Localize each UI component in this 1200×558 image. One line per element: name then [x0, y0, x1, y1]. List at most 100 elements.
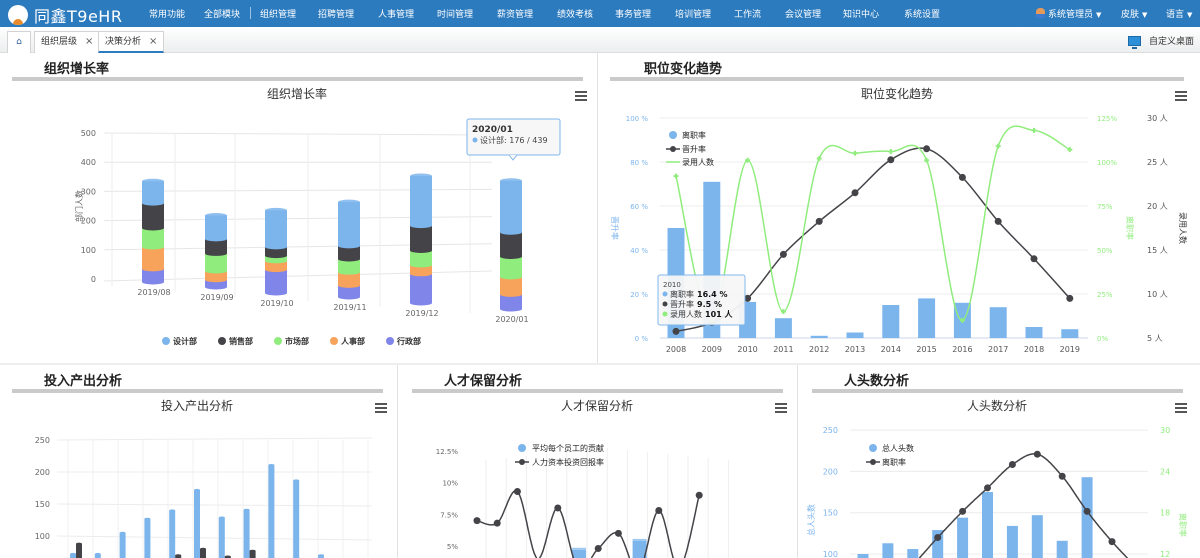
chart-menu-icon[interactable] [1175, 403, 1187, 413]
bar-segment-行政部 [410, 273, 432, 303]
point-hires [852, 150, 858, 156]
right-axis-tick: 5 人 [1147, 334, 1163, 343]
bar-segment-行政部-bottom [338, 294, 360, 300]
panel-title-underline [610, 77, 1184, 81]
nav-item[interactable]: 培训管理 [675, 10, 712, 20]
bar-top [268, 463, 275, 466]
nav-item[interactable]: 全部模块 [204, 10, 241, 20]
nav-item[interactable]: 系统设置 [904, 10, 941, 20]
point-promotion-rate [1066, 294, 1074, 302]
chart-menu-icon[interactable] [1175, 91, 1187, 101]
logo[interactable]: 同鑫T9eHR [8, 3, 122, 27]
legend-marker [869, 444, 877, 452]
chart-title: 职位变化趋势 [861, 86, 933, 101]
bar-headcount [1031, 515, 1043, 558]
nav-item[interactable]: 会议管理 [785, 10, 822, 20]
close-icon[interactable]: × [149, 36, 158, 47]
tooltip-marker [662, 311, 668, 317]
chart-menu-icon[interactable] [575, 91, 587, 101]
legend-marker [518, 444, 526, 452]
tooltip-title: 2010 [663, 281, 681, 289]
legend-item: 行政部 [396, 336, 421, 346]
right-axis-title: 录用人数 [1178, 212, 1188, 244]
home-tab[interactable]: ⌂ [7, 31, 31, 53]
chart-menu-icon[interactable] [775, 403, 787, 413]
nav-item[interactable]: 工作流 [734, 10, 762, 20]
tab-decision-analysis[interactable]: 决策分析 × [98, 31, 165, 53]
bar-top [200, 547, 206, 550]
tooltip-value: 9.5 % [697, 300, 722, 309]
point-hires [780, 309, 786, 315]
gridline [56, 437, 373, 441]
legend-marker [386, 337, 394, 345]
divider [597, 53, 598, 363]
line-hc-roi [476, 490, 700, 558]
legend-item: 晋升率 [682, 144, 706, 154]
point-hc-roi [695, 491, 703, 499]
middle-axis-tick: 100% [1097, 159, 1117, 167]
left-axis-tick: 150 [823, 509, 838, 518]
language-menu[interactable]: 语言 ▼ [1166, 10, 1193, 20]
x-tick-label: 2015 [916, 345, 936, 354]
bar-segment-设计部-bottom [142, 200, 164, 206]
bar-segment-市场部 [500, 256, 522, 277]
point-hires [816, 155, 822, 161]
nav-item[interactable]: 招聘管理 [318, 10, 355, 20]
x-tick-label: 2017 [988, 345, 1008, 354]
close-icon[interactable]: × [85, 36, 94, 47]
nav-item[interactable]: 人事管理 [378, 10, 415, 20]
bar-contribution [572, 549, 586, 558]
nav-item[interactable]: 事务管理 [615, 10, 652, 20]
bar-top [265, 207, 287, 213]
legend-marker [519, 459, 525, 465]
right-axis-tick: 12 [1160, 550, 1170, 558]
bar-segment-销售部-bottom [338, 256, 360, 262]
bar-segment-人事部 [205, 270, 227, 280]
bar-top [318, 554, 324, 557]
bar-segment-人事部-bottom [500, 291, 522, 297]
bar-top [70, 552, 76, 555]
bar-segment-行政部-bottom [410, 300, 432, 306]
legend-marker [669, 131, 677, 139]
bar-segment-人事部 [338, 272, 360, 286]
right-axis-tick: 24 [1160, 467, 1170, 476]
chart-menu-icon[interactable] [375, 403, 387, 413]
bar-turnover-rate [846, 332, 864, 338]
left-axis-tick: 100 % [626, 115, 649, 123]
user-menu[interactable]: 系统管理员 ▼ [1036, 7, 1101, 20]
bar-top [94, 552, 101, 555]
nav-item[interactable]: 常用功能 [149, 10, 186, 20]
bar [194, 489, 200, 558]
nav-item[interactable]: 绩效考核 [557, 10, 594, 20]
legend-marker [870, 459, 876, 465]
bar-segment-人事部-bottom [338, 282, 360, 288]
bar-segment-销售部 [410, 225, 432, 251]
point-hc-roi [594, 545, 602, 553]
nav-item[interactable]: 组织管理 [260, 10, 297, 20]
tooltip-label: 录用人数 [670, 309, 702, 319]
skin-menu[interactable]: 皮肤 ▼ [1121, 10, 1148, 20]
custom-desktop-button[interactable]: 自定义桌面 [1127, 34, 1194, 49]
user-icon [1036, 8, 1045, 18]
nav-item[interactable]: 时间管理 [437, 10, 474, 20]
bar [200, 548, 206, 558]
tab-bar: ⌂ 组织层级 × 决策分析 × [0, 27, 1200, 53]
y-tick-label: 200 [81, 217, 96, 226]
point-hires [959, 317, 965, 323]
point-hc-roi [614, 529, 622, 537]
nav-item[interactable]: 薪资管理 [497, 10, 534, 20]
bar-turnover-rate [1025, 327, 1043, 338]
left-axis-title: 总人头数 [806, 504, 816, 536]
left-axis-tick: 250 [823, 426, 838, 435]
point-promotion-rate [815, 217, 823, 225]
bar-top [338, 199, 360, 205]
nav-item[interactable]: 知识中心 [843, 10, 880, 20]
bar-segment-市场部 [338, 259, 360, 273]
tooltip-value: 101 人 [705, 309, 733, 319]
chart-title: 投入产出分析 [161, 398, 233, 413]
legend-marker [670, 146, 676, 152]
bar-segment-人事部 [265, 260, 287, 270]
bar-turnover-rate [918, 298, 936, 338]
point-promotion-rate [744, 294, 752, 302]
